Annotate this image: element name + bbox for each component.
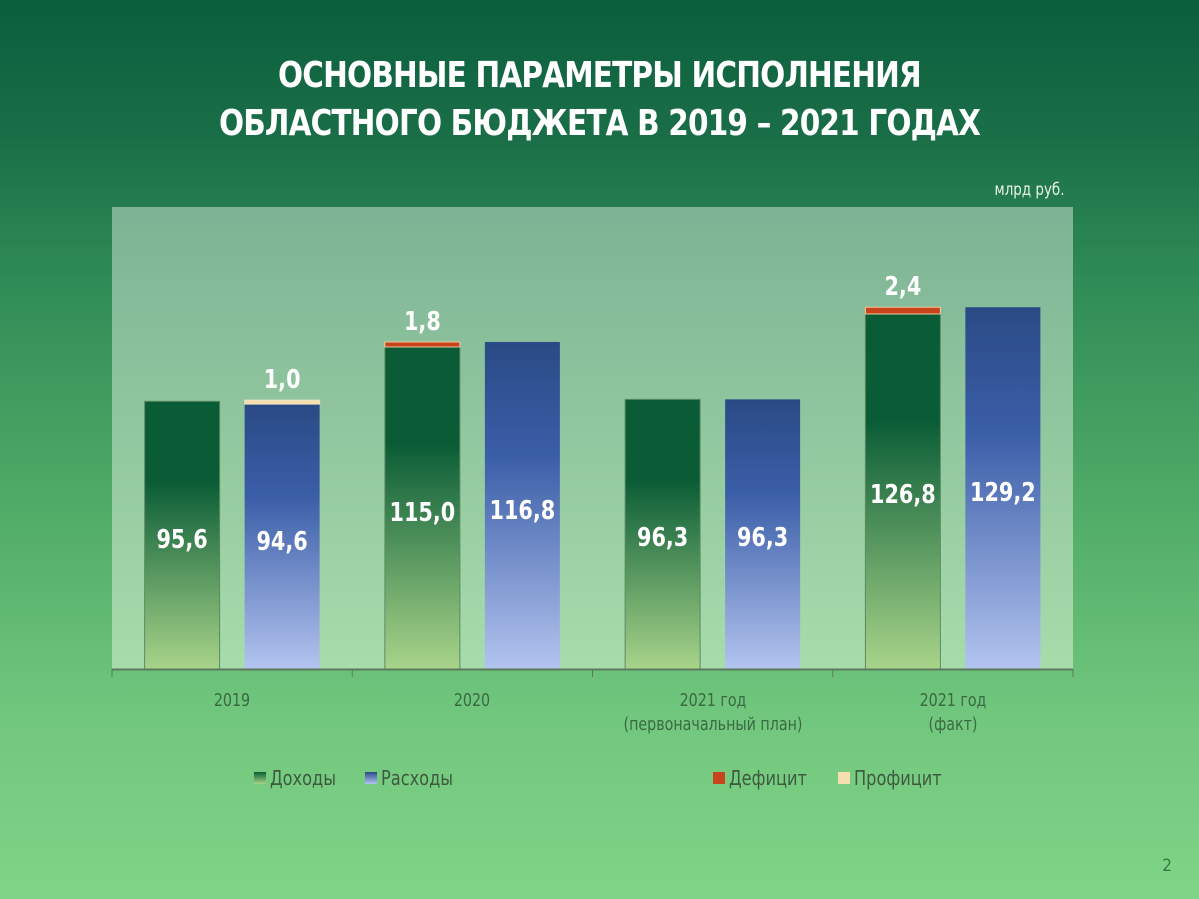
legend-item-surplus: Профицит <box>837 766 951 790</box>
x-axis-category-label: 2021 год (факт) <box>847 689 1058 737</box>
income-value-label: 115,0 <box>389 497 455 528</box>
deficit-value-label: 2,4 <box>884 271 921 302</box>
category-label-line: 2021 год <box>919 690 987 711</box>
category-label-line: 2019 <box>213 690 251 711</box>
expense-bar <box>725 399 801 669</box>
unit-label: млрд руб. <box>995 180 1065 200</box>
legend-balance: Дефицит Профицит <box>713 766 951 790</box>
expense-value-label: 116,8 <box>489 495 555 526</box>
surplus-bar <box>244 399 321 405</box>
expense-bar <box>484 341 560 669</box>
category-label-line: (факт) <box>928 714 978 735</box>
title-line-1: ОСНОВНЫЕ ПАРАМЕТРЫ ИСПОЛНЕНИЯ <box>278 55 922 96</box>
x-axis-category-label: 2020 <box>367 689 578 713</box>
income-bar <box>864 313 941 670</box>
surplus-swatch <box>837 772 850 784</box>
expense-bar <box>965 307 1041 669</box>
expense-bar <box>244 404 320 669</box>
legend-label: Доходы <box>270 766 337 790</box>
legend-label: Дефицит <box>729 766 807 790</box>
x-axis-category-label: 2019 <box>127 689 338 713</box>
category-label-line: (первоначальный план) <box>623 714 803 735</box>
income-swatch <box>254 772 266 784</box>
income-bar <box>624 398 701 670</box>
legend-item-deficit: Дефицит <box>713 766 816 790</box>
x-axis-ticks <box>111 669 1074 677</box>
deficit-swatch <box>713 772 725 784</box>
legend-label: Профицит <box>853 766 942 790</box>
income-bar <box>144 400 221 670</box>
page-number: 2 <box>1162 856 1172 876</box>
income-value-label: 96,3 <box>637 522 688 553</box>
x-axis-category-label: 2021 год (первоначальный план) <box>607 689 818 737</box>
expense-value-label: 129,2 <box>970 477 1036 508</box>
surplus-value-label: 1,0 <box>264 364 301 395</box>
income-value-label: 95,6 <box>156 524 207 555</box>
legend-label: Расходы <box>381 766 454 790</box>
income-value-label: 126,8 <box>870 479 936 510</box>
title-line-2: ОБЛАСТНОГО БЮДЖЕТА В 2019 – 2021 ГОДАХ <box>218 103 981 144</box>
category-label-line: 2020 <box>454 690 491 711</box>
bars-group: 95,6 115,0 96,3 126,8 94,6 116,8 96,3 129,2 1,0 1… <box>144 271 1041 670</box>
legend-item-income: Доходы <box>254 766 343 790</box>
expense-swatch <box>365 772 378 784</box>
category-label-line: 2021 год <box>679 690 747 711</box>
legend-item-expense: Расходы <box>365 766 461 790</box>
page-title: ОСНОВНЫЕ ПАРАМЕТРЫ ИСПОЛНЕНИЯ ОБЛАСТНОГО… <box>108 52 1091 148</box>
deficit-bar <box>864 306 941 315</box>
expense-value-label: 96,3 <box>737 522 788 553</box>
deficit-value-label: 1,8 <box>404 306 441 337</box>
deficit-bar <box>384 341 461 348</box>
expense-value-label: 94,6 <box>256 526 307 557</box>
legend-series: Доходы Расходы <box>254 766 461 790</box>
